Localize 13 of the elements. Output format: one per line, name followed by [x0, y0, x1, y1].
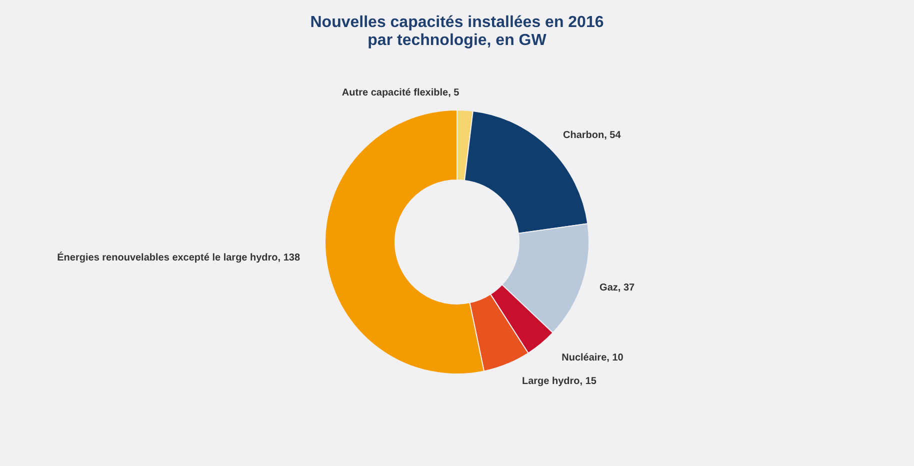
slice-label: Énergies renouvelables excepté le large hydro: [57, 251, 278, 264]
chart-title: Nouvelles capacités installées en 2016 par technologie, en GW: [310, 14, 604, 49]
data-label: , 5: [448, 87, 460, 98]
data-label: , 15: [580, 376, 597, 387]
data-label: , 138: [278, 252, 300, 264]
slice-label: Large hydro: [522, 376, 580, 387]
data-label: , 54: [604, 130, 622, 141]
slice-label: Nucléaire: [562, 352, 608, 364]
data-label: , 37: [618, 282, 635, 294]
data-label: , 10: [606, 352, 624, 364]
slice-label: Autre capacité flexible: [342, 87, 449, 98]
slice-label: Charbon: [562, 130, 604, 141]
slice-label: Gaz: [600, 282, 618, 294]
